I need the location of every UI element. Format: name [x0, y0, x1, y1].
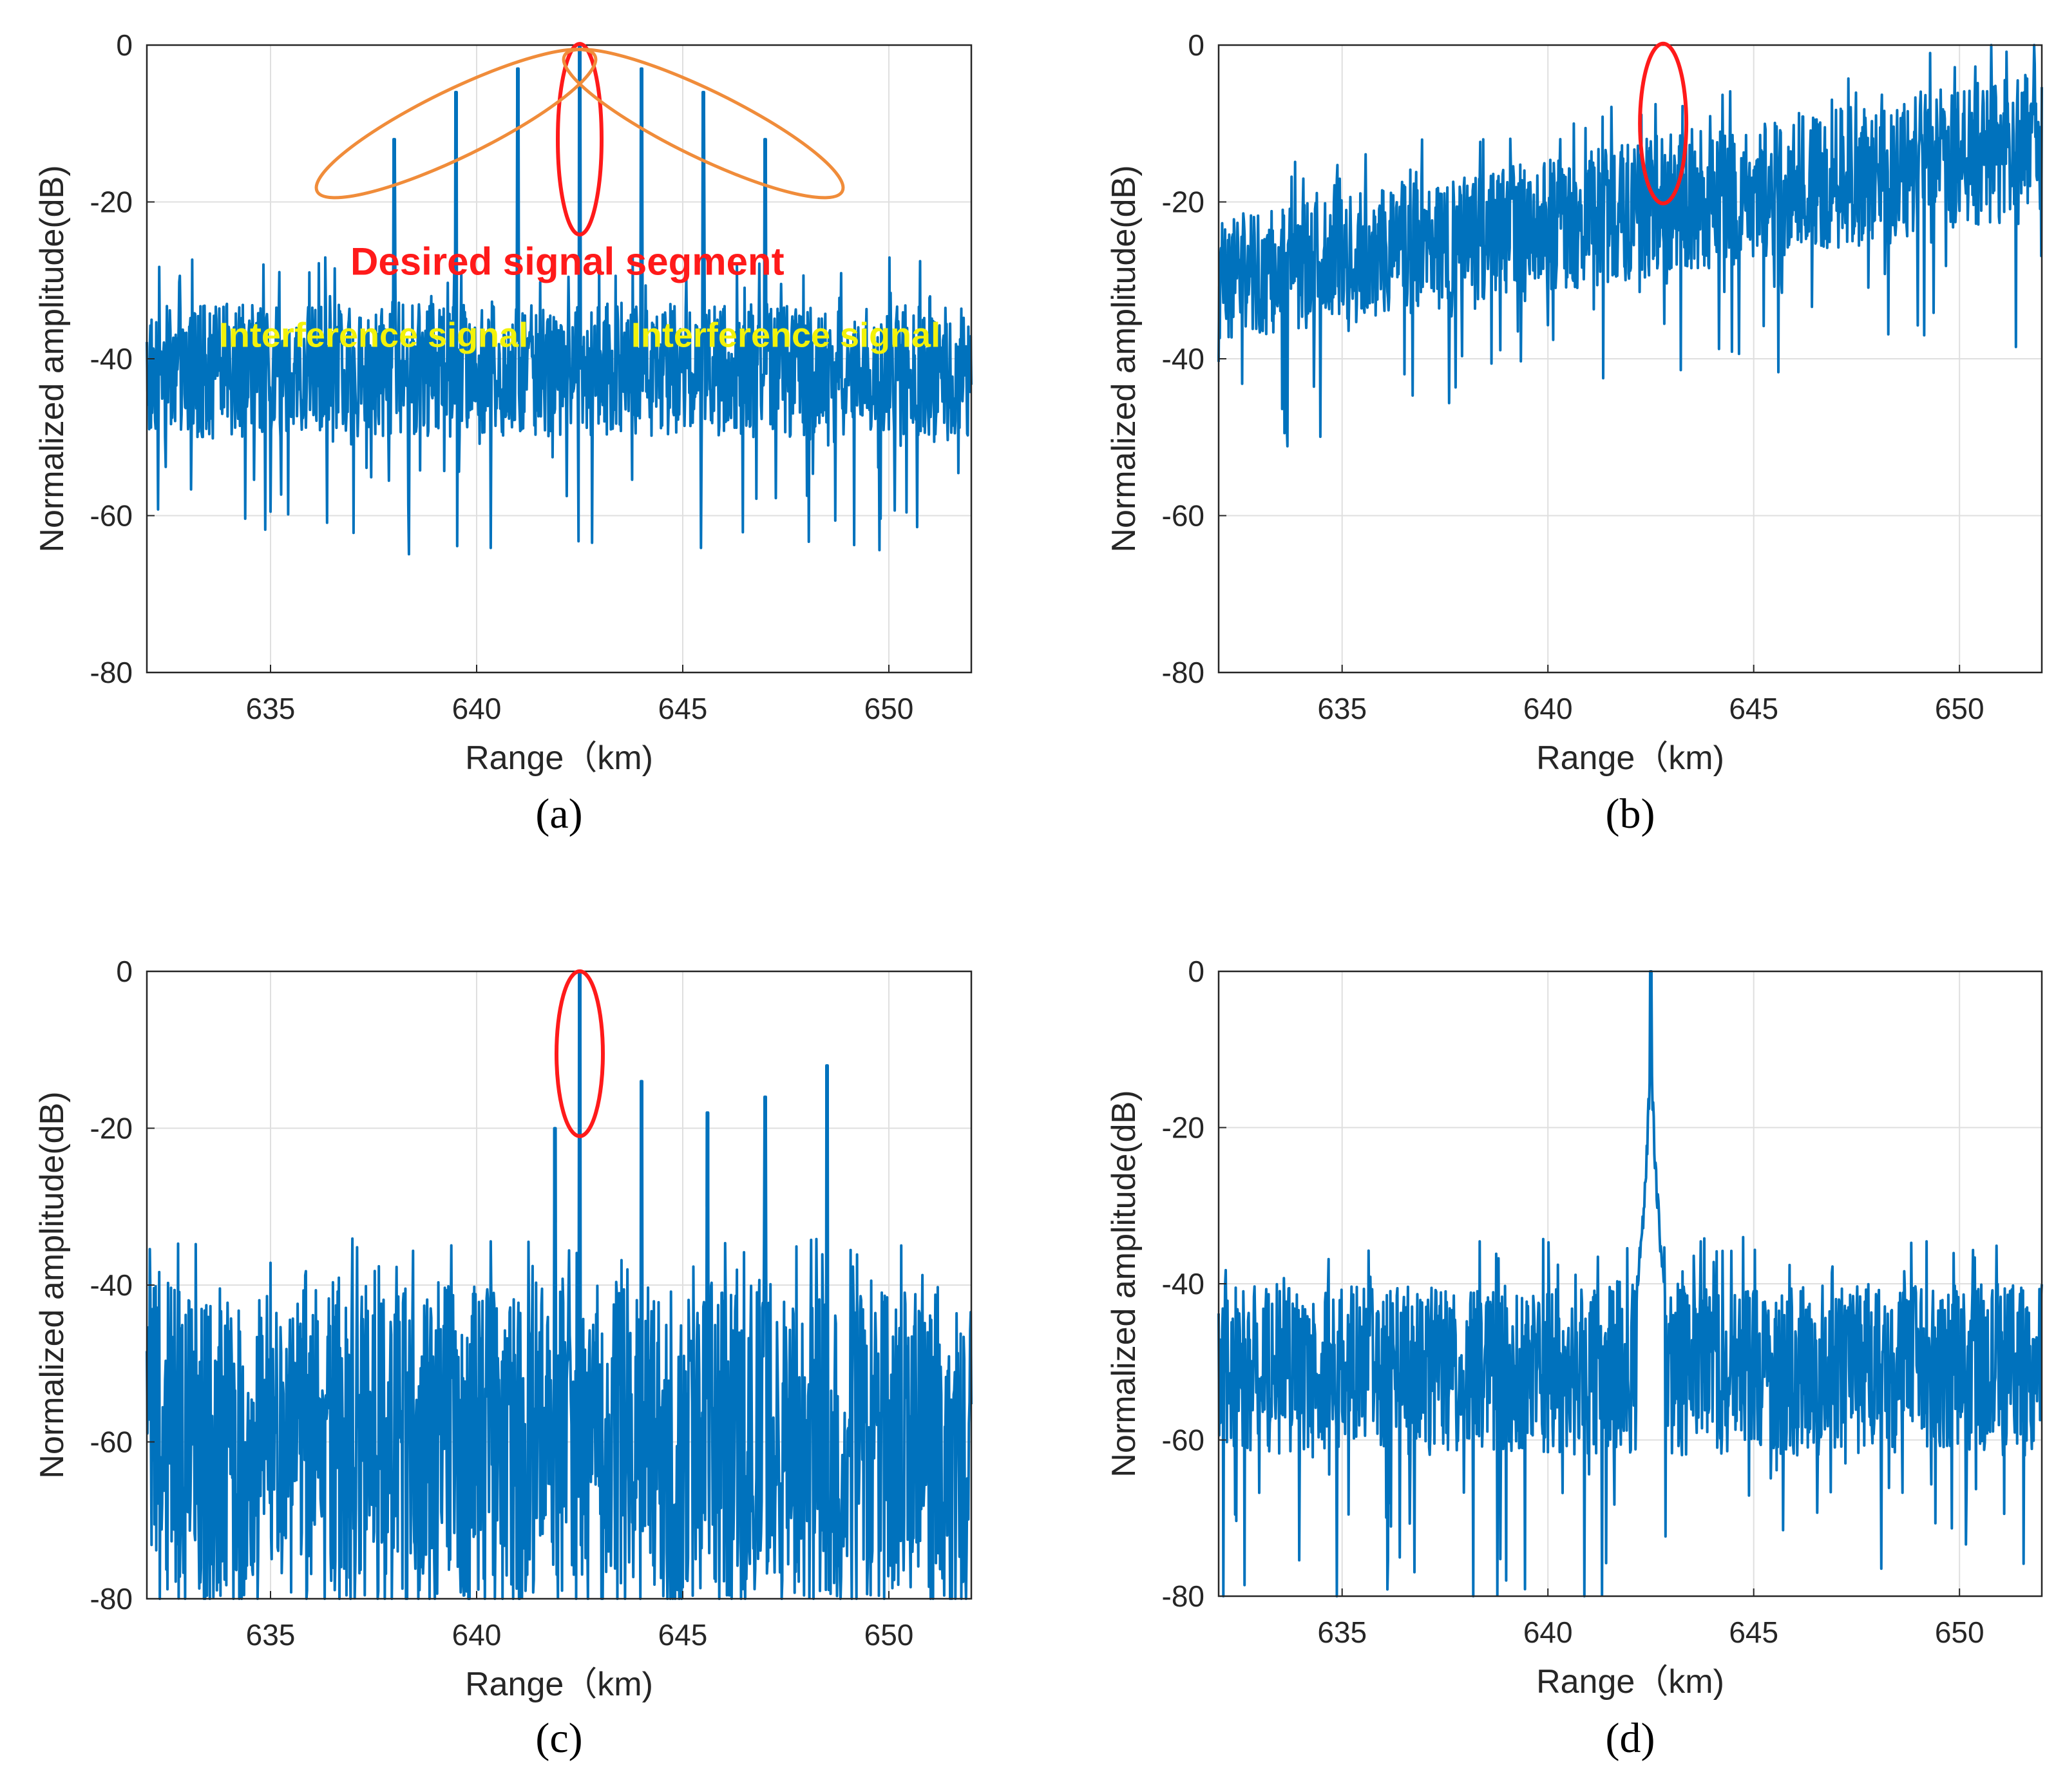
y-axis-label: Normalized amplitude(dB): [33, 165, 71, 552]
x-tick-label: 635: [1317, 1616, 1367, 1649]
interference-label-left: Interference signal: [219, 316, 528, 355]
panel-a: 635 640 645 650 0 -20 -40 -60 -80 Range（km) Normal…: [33, 28, 973, 837]
y-axis-label: Normalized amplitude(dB): [1105, 1090, 1143, 1477]
y-tick-label: -60: [90, 499, 133, 533]
panel-label-d: (d): [1606, 1715, 1655, 1762]
x-tick-label: 645: [658, 1618, 708, 1652]
signal-trace-b: [1217, 44, 2043, 448]
x-axis-label: Range（km): [1536, 1663, 1724, 1701]
y-tick-label: -80: [1162, 656, 1204, 689]
y-tick-label: -60: [1162, 1424, 1204, 1457]
x-tick-label: 650: [1935, 692, 1984, 725]
interference-ellipse-left: [314, 48, 598, 200]
x-tick-label: 640: [452, 692, 502, 725]
x-axis-label: Range（km): [1536, 739, 1724, 777]
y-tick-label: -80: [90, 1582, 133, 1616]
y-tick-label: 0: [116, 955, 133, 988]
x-tick-label: 650: [864, 1618, 914, 1652]
y-axis-label: Normalized amplitude(dB): [33, 1091, 71, 1478]
y-tick-label: -80: [1162, 1579, 1204, 1613]
y-tick-label: -80: [90, 656, 133, 689]
panel-c: 635 640 645 650 0 -20 -40 -60 -80 Range（km) Normal…: [33, 955, 973, 1762]
y-tick-label: -20: [1162, 186, 1204, 219]
interference-label-right: Interference signal: [631, 316, 940, 355]
x-tick-label: 635: [246, 1618, 296, 1652]
x-tick-label: 635: [1317, 692, 1367, 725]
x-axis-label: Range（km): [465, 739, 653, 777]
y-tick-label: -60: [1162, 499, 1204, 533]
panel-d: 635 640 645 650 0 -20 -40 -60 -80 Range（km) Normal…: [1105, 955, 2043, 1762]
x-tick-label: 645: [1729, 692, 1778, 725]
x-tick-label: 640: [452, 1618, 502, 1652]
signal-trace-d: [1217, 970, 2043, 1597]
panel-label-c: (c): [535, 1715, 582, 1762]
target-ellipse-b: [1638, 41, 1689, 205]
x-axis-label: Range（km): [465, 1666, 653, 1703]
panel-label-a: (a): [535, 790, 582, 837]
y-tick-label: -40: [90, 342, 133, 376]
y-axis-label: Normalized amplitude(dB): [1105, 165, 1143, 552]
y-tick-label: -60: [90, 1425, 133, 1459]
x-tick-label: 640: [1523, 1616, 1573, 1649]
x-tick-label: 640: [1523, 692, 1573, 725]
x-tick-label: 650: [864, 692, 914, 725]
y-tick-label: -20: [90, 1112, 133, 1145]
y-tick-label: -40: [1162, 1267, 1204, 1301]
target-ellipse-c: [555, 969, 605, 1138]
y-tick-label: -20: [1162, 1111, 1204, 1145]
y-tick-label: 0: [1188, 955, 1204, 988]
signal-trace-a: [146, 44, 973, 556]
y-tick-label: 0: [116, 28, 133, 62]
panel-b: 635 640 645 650 0 -20 -40 -60 -80 Range（km) Normal…: [1105, 28, 2043, 837]
desired-signal-ellipse: [556, 42, 604, 237]
interference-ellipse-right: [562, 48, 845, 200]
desired-signal-label: Desired signal segment: [350, 240, 785, 283]
panel-label-b: (b): [1606, 790, 1655, 837]
signal-trace-c: [146, 970, 973, 1600]
y-tick-label: -40: [1162, 342, 1204, 376]
y-tick-label: -20: [90, 186, 133, 219]
x-tick-label: 645: [1729, 1616, 1778, 1649]
x-tick-label: 635: [246, 692, 296, 725]
y-tick-label: -40: [90, 1268, 133, 1302]
y-tick-label: 0: [1188, 28, 1204, 62]
x-tick-label: 645: [658, 692, 708, 725]
x-tick-label: 650: [1935, 1616, 1984, 1649]
